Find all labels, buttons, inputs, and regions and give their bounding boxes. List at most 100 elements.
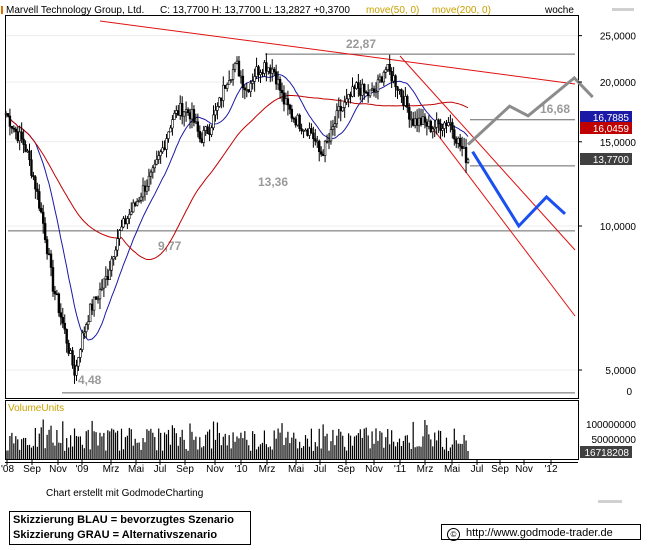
volume-bar-199 (394, 446, 397, 459)
volume-bar-215 (426, 425, 428, 459)
volume-tick-label-1: 50000000 (592, 435, 637, 446)
volume-bar-229 (453, 428, 455, 459)
volume-bar-20 (44, 448, 46, 459)
y-tick-label-4: 5,0000 (605, 366, 636, 377)
volume-bar-48 (99, 432, 101, 459)
volume-bar-94 (189, 423, 191, 459)
candle-body-162 (321, 153, 325, 156)
volume-label: VolumeUnits (8, 403, 64, 414)
volume-bar-148 (295, 438, 297, 459)
candle-body-188 (372, 88, 376, 93)
volume-bar-55 (113, 429, 115, 459)
candle-body-144 (286, 98, 290, 106)
x-tick-label-14: Nov (365, 464, 383, 475)
volume-bar-111 (222, 436, 224, 459)
candle-body-86 (173, 113, 176, 120)
volume-bar-53 (109, 431, 111, 459)
volume-bar-157 (312, 450, 314, 459)
candle-body-229 (453, 129, 456, 140)
volume-bar-44 (91, 420, 93, 459)
volume-bar-196 (389, 444, 391, 459)
volume-bar-113 (226, 445, 228, 459)
candle-body-202 (400, 89, 403, 98)
candle-body-30 (63, 322, 66, 330)
volume-bar-57 (116, 430, 119, 459)
candle-body-48 (98, 289, 102, 300)
candle-body-215 (425, 121, 429, 127)
price-tag-label-0: 16,7885 (593, 113, 630, 124)
scroll-marker-bottom[interactable] (598, 500, 622, 503)
volume-bar-120 (240, 432, 242, 459)
candle-body-158 (314, 138, 317, 142)
volume-bar-190 (377, 440, 379, 459)
x-tick-label-21: '12 (544, 464, 557, 475)
volume-bar-160 (318, 428, 320, 459)
candle-body-50 (102, 278, 106, 289)
candle-body-29 (61, 316, 64, 324)
candle-body-155 (308, 128, 311, 136)
candle-body-156 (310, 128, 313, 134)
candle-body-220 (435, 119, 438, 128)
candle-body-164 (325, 140, 329, 143)
legend-gray: Skizzierung GRAU = Alternativszenario (13, 529, 218, 541)
y-tick-label-1: 20,0000 (600, 78, 637, 89)
candle-body-108 (216, 106, 219, 111)
candle-body-193 (382, 72, 386, 83)
volume-bar-168 (334, 445, 336, 459)
candle-body-154 (306, 129, 309, 136)
candle-body-75 (151, 167, 155, 173)
candle-body-128 (255, 66, 258, 77)
volume-bar-22 (48, 429, 50, 459)
volume-bar-178 (353, 436, 356, 459)
candle-body-182 (361, 83, 364, 96)
volume-bar-205 (406, 435, 408, 459)
candle-body-209 (413, 118, 417, 126)
candle-body-190 (376, 79, 380, 92)
candle-body-127 (253, 76, 256, 82)
candle-body-116 (231, 69, 235, 80)
candle-body-88 (177, 110, 180, 116)
volume-bar-150 (299, 441, 301, 459)
scenario-blue-path (471, 150, 567, 229)
volume-bar-154 (306, 438, 309, 459)
candle-body-118 (235, 60, 239, 64)
volume-bar-194 (385, 437, 387, 459)
volume-bar-135 (269, 446, 271, 459)
volume-bar-1 (7, 450, 9, 459)
volume-bar-217 (430, 439, 432, 459)
candle-body-38 (79, 349, 82, 358)
candle-body-34 (71, 350, 74, 366)
candle-body-195 (386, 64, 389, 70)
volume-bars (5, 419, 469, 459)
candle-body-64 (130, 211, 133, 215)
candle-body-103 (206, 126, 209, 134)
level-label-3: 9,77 (158, 239, 182, 253)
volume-bar-163 (324, 436, 326, 459)
candle-body-113 (226, 84, 229, 89)
candle-body-198 (392, 75, 395, 82)
volume-bar-86 (173, 428, 175, 459)
volume-bar-174 (346, 450, 348, 459)
scroll-marker-top[interactable] (612, 8, 634, 11)
source-link[interactable]: © http://www.godmode-trader.de (441, 524, 641, 541)
volume-bar-116 (232, 432, 234, 459)
volume-bar-105 (210, 448, 213, 459)
volume-bar-30 (64, 450, 66, 459)
volume-bar-69 (140, 449, 142, 459)
candle-body-105 (210, 127, 213, 135)
candle-body-166 (329, 129, 333, 142)
volume-bar-59 (120, 428, 123, 459)
candle-body-74 (149, 171, 153, 177)
candle-body-17 (38, 191, 41, 209)
x-tick-label-15: '11 (394, 464, 407, 475)
volume-bar-172 (342, 435, 344, 459)
candle-body-153 (304, 129, 307, 132)
volume-bar-182 (361, 437, 363, 459)
candle-body-41 (85, 324, 88, 333)
candle-body-222 (439, 123, 442, 131)
volume-bar-88 (177, 445, 179, 459)
candle-body-85 (171, 119, 174, 129)
volume-bar-54 (111, 428, 113, 459)
price-tag-bg-1 (580, 122, 632, 134)
